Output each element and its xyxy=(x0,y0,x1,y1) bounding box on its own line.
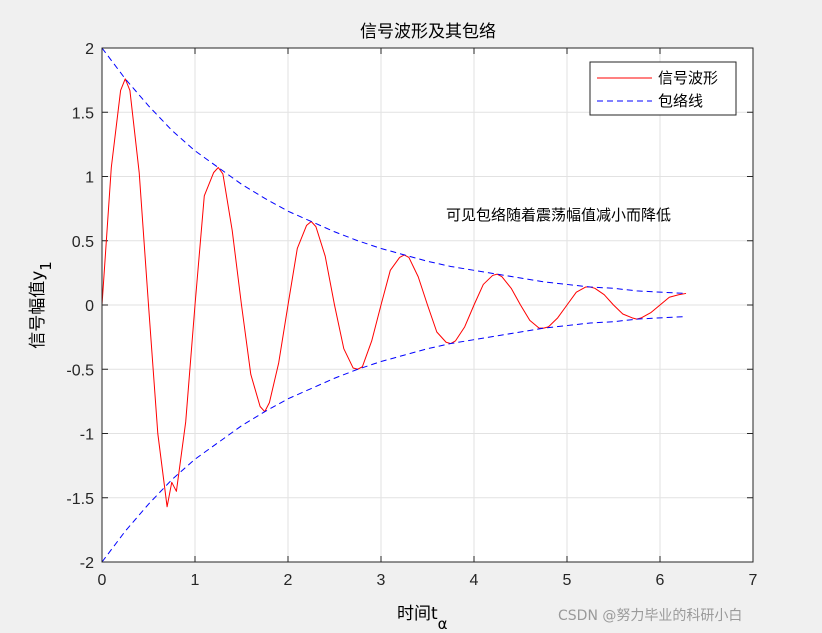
x-tick-label: 5 xyxy=(563,572,572,589)
legend-box xyxy=(589,61,737,116)
x-tick-label: 6 xyxy=(656,572,665,589)
x-axis-label: 时间tα xyxy=(397,604,448,633)
y-tick-label: -0.5 xyxy=(66,362,94,379)
x-tick-labels: 0 1 2 3 4 5 6 7 xyxy=(98,572,758,589)
legend: 信号波形 包络线 xyxy=(589,61,737,116)
series-layer xyxy=(101,47,687,563)
legend-label-signal: 信号波形 xyxy=(658,69,718,87)
x-tick-label: 4 xyxy=(470,572,479,589)
x-tick-label: 7 xyxy=(749,572,758,589)
y-tick-label: -1.5 xyxy=(66,491,94,508)
y-axis-label-main: 信号幅值y xyxy=(28,271,48,349)
series-line-envelope-lower xyxy=(101,316,687,563)
axes-box xyxy=(101,47,754,563)
x-tick-label: 1 xyxy=(191,572,200,589)
y-axis-label: 信号幅值y1 xyxy=(28,261,55,349)
x-tick-label: 2 xyxy=(284,572,293,589)
legend-label-envelope: 包络线 xyxy=(658,92,703,110)
x-axis-label-subscript: α xyxy=(438,615,448,633)
series-line-envelope-upper xyxy=(101,47,687,294)
y-tick-label: 2 xyxy=(85,41,94,58)
watermark: CSDN @努力毕业的科研小白 xyxy=(558,608,742,624)
y-tick-label: 0 xyxy=(85,298,94,315)
y-tick-labels: -2 -1.5 -1 -0.5 0 0.5 1 1.5 2 xyxy=(66,41,94,572)
y-tick-label: -2 xyxy=(80,555,94,572)
chart-title: 信号波形及其包络 xyxy=(360,22,496,42)
y-tick-label: 1.5 xyxy=(72,105,94,122)
x-tick-label: 0 xyxy=(98,572,107,589)
annotation-text: 可见包络随着震荡幅值减小而降低 xyxy=(446,206,671,224)
y-axis-label-subscript: 1 xyxy=(37,261,55,271)
y-tick-label: -1 xyxy=(80,427,94,444)
y-tick-label: 1 xyxy=(85,170,94,187)
x-tick-label: 3 xyxy=(377,572,386,589)
y-tick-label: 0.5 xyxy=(72,234,94,251)
x-axis-label-main: 时间t xyxy=(397,604,438,624)
